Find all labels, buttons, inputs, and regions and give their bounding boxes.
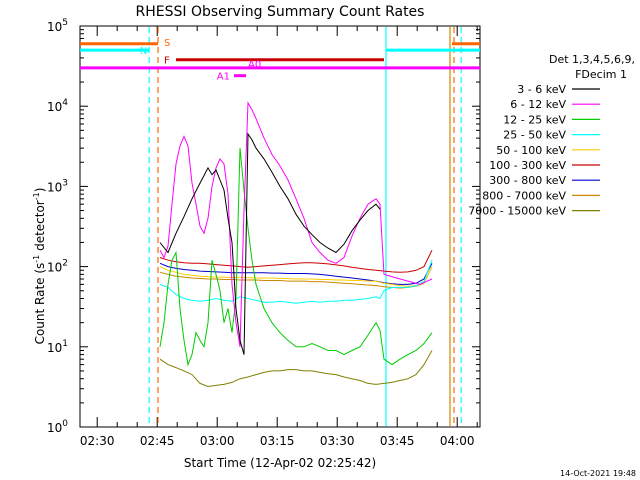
series-line — [159, 148, 433, 367]
legend: Det 1,3,4,5,6,9, FDecim 1 3 - 6 keV 6 - 1… — [468, 53, 635, 218]
plot-frame — [79, 25, 481, 428]
legend-header-line-1: Det 1,3,4,5,6,9, — [549, 53, 635, 66]
y-tick-label: 104 — [47, 98, 68, 114]
legend-entry-label: 12 - 25 keV — [503, 113, 566, 126]
flag-label-S: S — [164, 38, 170, 49]
y-tick-label: 100 — [47, 419, 68, 435]
legend-entry-label: 6 - 12 keV — [510, 98, 566, 111]
y-tick-label: 105 — [47, 18, 68, 34]
legend-entry-label: 7000 - 15000 keV — [468, 205, 566, 218]
plot-area: 100 101 102 103 104 105 02:30 02:45 03:00 03:15 03… — [47, 18, 481, 448]
series-line — [159, 350, 433, 388]
x-tick-label: 03:00 — [200, 434, 235, 448]
flag-label-A1: A1 — [217, 72, 230, 83]
flag-label-A0: A0 — [248, 59, 261, 70]
x-tick-label: 03:45 — [380, 434, 415, 448]
series-line — [159, 101, 433, 347]
series-line — [159, 260, 433, 304]
legend-entry-label: 3 - 6 keV — [517, 83, 566, 96]
legend-entry-label: 100 - 300 keV — [489, 159, 566, 172]
flag-label-N: N — [140, 46, 147, 57]
chart-title: RHESSI Observing Summary Count Rates — [136, 4, 425, 20]
flag-label-F: F — [164, 56, 170, 67]
y-tick-label: 102 — [47, 259, 68, 275]
series-line — [159, 266, 433, 289]
legend-header-line-2: FDecim 1 — [575, 68, 627, 81]
legend-entry-label: 800 - 7000 keV — [482, 189, 566, 202]
legend-entry-label: 25 - 50 keV — [503, 129, 566, 142]
x-tick-label: 04:00 — [440, 434, 475, 448]
x-tick-label: 03:15 — [260, 434, 295, 448]
legend-entry-label: 300 - 800 keV — [489, 174, 566, 187]
footer-timestamp: 14-Oct-2021 19:48 — [560, 469, 636, 478]
y-tick-label: 101 — [47, 339, 68, 355]
y-tick-label: 103 — [47, 178, 68, 194]
x-tick-label: 03:30 — [320, 434, 355, 448]
legend-entry-label: 50 - 100 keV — [496, 144, 566, 157]
x-tick-label: 02:30 — [80, 434, 115, 448]
series-line — [159, 132, 381, 355]
series-line — [159, 266, 433, 287]
series-line — [159, 249, 433, 273]
y-axis-label: Count Rate (s-1 detector-1) — [32, 188, 47, 345]
series-line — [159, 262, 433, 285]
x-tick-label: 02:45 — [140, 434, 175, 448]
x-axis-label: Start Time (12-Apr-02 02:25:42) — [184, 456, 376, 470]
